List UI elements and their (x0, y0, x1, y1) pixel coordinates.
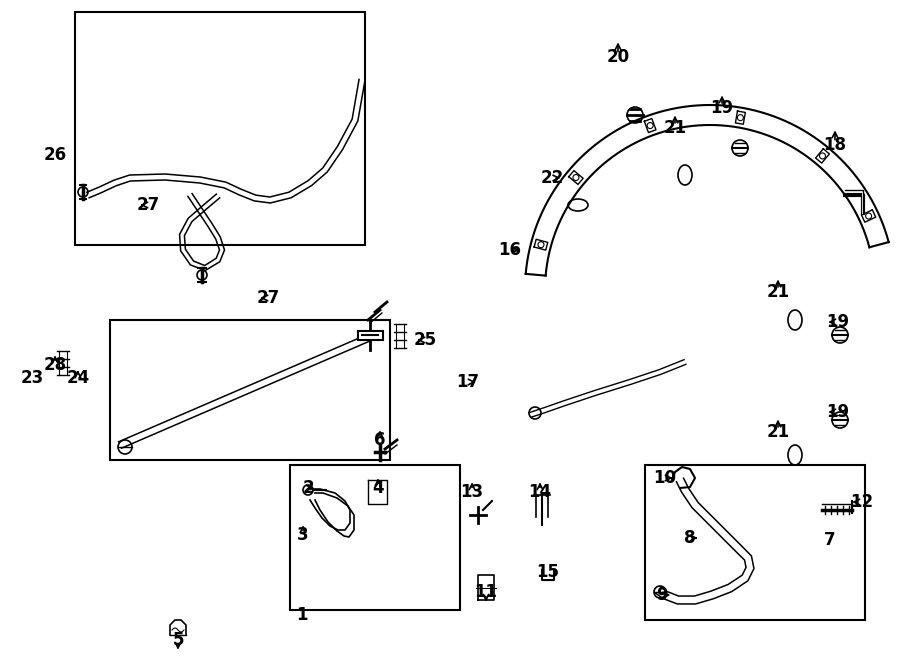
Text: 3: 3 (297, 526, 309, 544)
Text: 16: 16 (499, 241, 521, 259)
Text: 17: 17 (456, 373, 480, 391)
Text: 6: 6 (374, 431, 386, 449)
Text: 22: 22 (540, 169, 563, 187)
Text: 9: 9 (656, 586, 668, 604)
Text: 24: 24 (67, 369, 90, 387)
Text: 19: 19 (826, 313, 850, 331)
Text: 25: 25 (413, 331, 436, 349)
Text: 4: 4 (373, 479, 383, 497)
Text: 20: 20 (607, 48, 630, 66)
Text: 5: 5 (172, 631, 184, 649)
Text: 10: 10 (653, 469, 677, 487)
Text: 21: 21 (767, 283, 789, 301)
Text: 8: 8 (684, 529, 696, 547)
Text: 12: 12 (850, 493, 874, 511)
Text: 21: 21 (663, 119, 687, 137)
Text: 15: 15 (536, 563, 560, 581)
Text: 21: 21 (767, 423, 789, 441)
Text: 28: 28 (43, 356, 67, 374)
Bar (645, 465, 865, 620)
Bar (110, 320, 390, 460)
Text: 13: 13 (461, 483, 483, 501)
Text: 2: 2 (302, 479, 314, 497)
Text: 18: 18 (824, 136, 847, 154)
Text: 27: 27 (256, 289, 280, 307)
Text: 19: 19 (710, 99, 734, 117)
Text: 27: 27 (137, 196, 159, 214)
Text: 26: 26 (43, 146, 67, 164)
Text: 7: 7 (824, 531, 836, 549)
Text: 23: 23 (21, 369, 43, 387)
Bar (75, 12, 365, 245)
Text: 1: 1 (296, 606, 308, 624)
Bar (290, 465, 460, 610)
Text: 11: 11 (474, 583, 498, 601)
Text: 14: 14 (528, 483, 552, 501)
Text: 19: 19 (826, 403, 850, 421)
